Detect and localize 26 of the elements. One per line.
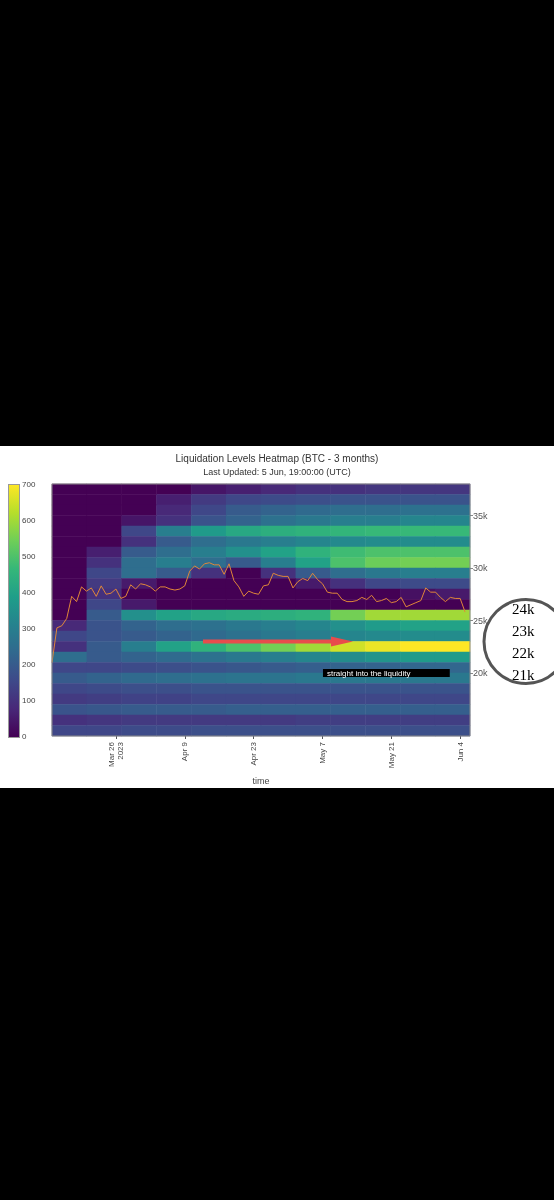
x-tick-label: May 21 bbox=[386, 741, 396, 769]
y-tick-label: 30k bbox=[473, 563, 489, 573]
color-bar-label: 700 bbox=[22, 480, 36, 490]
y-tick-label: 20k bbox=[473, 668, 489, 678]
x-tick-label: Apr 9 bbox=[180, 741, 190, 762]
annotation: straight into the liquidity bbox=[326, 669, 411, 678]
color-bar-label: 400 bbox=[22, 588, 36, 598]
x-tick-label: Mar 26 2023 bbox=[106, 741, 125, 767]
text: 22k bbox=[512, 644, 535, 661]
color-bar-label: 300 bbox=[22, 624, 36, 634]
text: 21k bbox=[512, 666, 535, 683]
x-tick-label: May 7 bbox=[317, 741, 327, 764]
color-bar-label: 0 bbox=[22, 732, 27, 742]
x-axis-title: time bbox=[252, 775, 270, 786]
x-tick-label: Apr 23 bbox=[249, 741, 259, 766]
chart-subtitle: Last Updated: 5 Jun, 19:00:00 (UTC) bbox=[203, 466, 351, 477]
color-bar-label: 600 bbox=[22, 516, 36, 526]
x-tick-label: Jun 4 bbox=[455, 741, 465, 762]
y-tick-label: 35k bbox=[473, 510, 489, 521]
color-bar-label: 200 bbox=[22, 660, 36, 670]
y-tick-label: 25k bbox=[473, 615, 489, 626]
chart-title: Liquidation Levels Heatmap (BTC - 3 months) bbox=[175, 452, 379, 464]
text: 24k bbox=[512, 600, 535, 617]
color-bar-label: 100 bbox=[22, 696, 36, 706]
color-bar-label: 500 bbox=[22, 552, 36, 562]
text: 23k bbox=[512, 622, 535, 639]
